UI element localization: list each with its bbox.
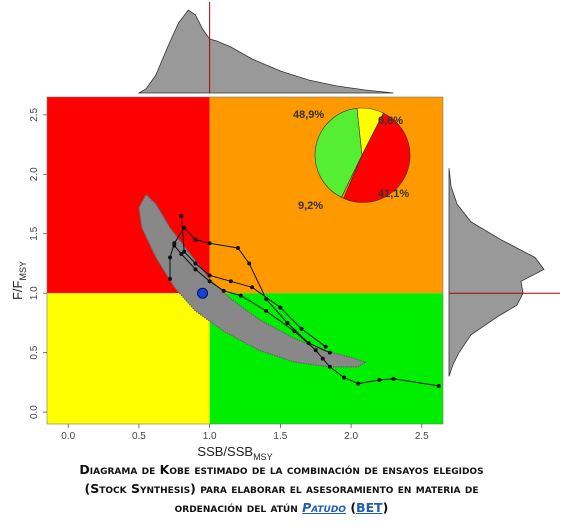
pie-label: 9,2% (298, 200, 323, 212)
marginal-density-f (448, 168, 560, 377)
trajectory-point (193, 261, 198, 266)
x-axis-label: SSB/SSBMSY (197, 444, 272, 460)
trajectory-point (193, 237, 198, 242)
y-tick-label: 0.0 (29, 405, 40, 419)
trajectory-line (169, 226, 331, 354)
y-tick-label: 0.5 (29, 345, 40, 359)
trajectory-point (179, 213, 184, 218)
trajectory-point (313, 348, 318, 353)
trajectory-point (207, 279, 212, 284)
pie-slice (356, 107, 384, 157)
trajectory-point (235, 246, 240, 251)
quadrant-yellow (47, 293, 210, 424)
marginal-top-area (137, 9, 394, 94)
trajectory-point (391, 376, 396, 381)
trajectory-point (264, 309, 269, 314)
trajectory-point (342, 375, 346, 380)
y-axis-label: F/FMSY (10, 261, 28, 300)
trajectory-point (221, 288, 226, 293)
plot-frame (46, 96, 444, 425)
trajectory-point (179, 251, 184, 256)
x-tick-label: 2.0 (344, 431, 358, 442)
kobe-plot-figure: 48,9% 0,8% 41,1% 9,2% 0.0 0.5 1.0 1.5 2.0 2.5 0.0… (10, 2, 560, 460)
trajectory-point (228, 279, 233, 284)
caption-line-2: (Stock Synthesis) para elaborar el aseso… (84, 481, 479, 496)
x-tick-label: 1.0 (203, 431, 217, 442)
trajectory-point (278, 305, 283, 310)
trajectory-point (327, 350, 332, 355)
y-tick-label: 1.5 (29, 226, 40, 240)
x-tick-label: 0.0 (61, 431, 75, 442)
trajectory-point (168, 276, 173, 281)
trajectory-point (377, 378, 382, 383)
pie-label: 0,8% (378, 115, 403, 127)
trajectory-point (320, 356, 325, 361)
x-tick-label: 0.5 (132, 431, 146, 442)
caption-line-1: Diagrama de Kobe estimado de la combinac… (79, 462, 484, 477)
pie-label: 48,9% (293, 109, 324, 121)
pie-label: 41,1% (378, 188, 409, 200)
figure-caption: Diagrama de Kobe estimado de la combinac… (0, 460, 563, 517)
y-tick-label: 2.5 (29, 107, 40, 121)
trajectory-point (172, 241, 177, 246)
trajectory-point (168, 255, 173, 260)
trajectory-point (238, 293, 243, 298)
pie-slice (343, 112, 411, 203)
cloud-shape (138, 193, 367, 368)
trajectory-point (207, 273, 212, 278)
probability-pie: 48,9% 0,8% 41,1% 9,2% (293, 107, 411, 212)
kobe-quadrants (47, 97, 443, 424)
x-tick-label: 2.5 (415, 431, 429, 442)
pie-slice (314, 107, 363, 198)
marginal-right-area (448, 168, 545, 377)
caption-line-3: ordenación del atún Patudo (BET) (174, 500, 389, 515)
trajectory-point (306, 341, 311, 346)
uncertainty-cloud (138, 193, 367, 368)
trajectory-point (436, 383, 441, 388)
trajectory-point (356, 381, 361, 386)
trajectory-point (247, 261, 252, 266)
trajectory-point (207, 241, 212, 246)
trajectory-point (250, 285, 255, 290)
y-tick-label: 1.0 (29, 286, 40, 300)
trajectory-point (182, 225, 187, 230)
marginal-density-ssb (137, 2, 394, 94)
y-tick-label: 2.0 (29, 167, 40, 181)
trajectory-point (193, 267, 198, 272)
trajectory-point (299, 326, 304, 331)
trajectory-point (182, 249, 187, 254)
trajectory-lines (168, 213, 441, 388)
species-code-link[interactable]: BET (356, 500, 383, 515)
species-link[interactable]: Patudo (302, 500, 346, 515)
x-tick-label: 1.5 (273, 431, 287, 442)
trajectory-line (173, 245, 439, 387)
trajectory-point (323, 344, 328, 349)
trajectory-point (327, 364, 332, 369)
trajectory-point (285, 320, 290, 325)
current-status-point (197, 287, 209, 299)
current-point (197, 287, 209, 299)
